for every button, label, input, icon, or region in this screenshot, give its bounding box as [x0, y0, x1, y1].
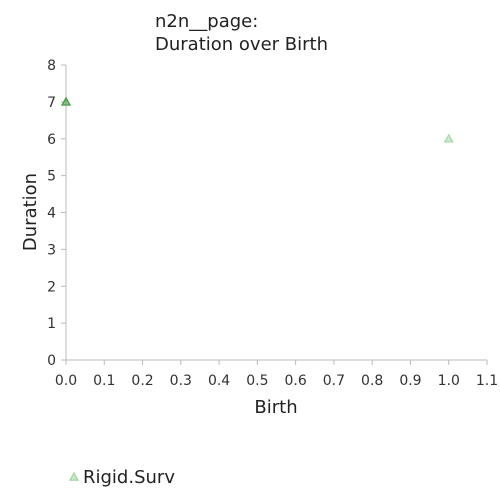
data-points [60, 96, 454, 143]
data-point-triangle [443, 133, 454, 143]
x-axis-label: Birth [254, 397, 297, 418]
x-tick-label: 0.4 [208, 373, 230, 389]
chart-title-line-1: n2n__page: [155, 11, 258, 32]
y-tick-label: 5 [47, 169, 56, 185]
x-tick-label: 1.0 [438, 373, 460, 389]
data-point-triangle [60, 96, 72, 106]
y-tick-label: 4 [47, 206, 56, 222]
y-tick-label: 2 [47, 279, 56, 295]
x-tick-label: 0.2 [131, 373, 153, 389]
y-tick-label: 3 [47, 242, 56, 258]
x-axis-ticks: 0.0 0.1 0.2 0.3 0.4 0.5 0.6 0.7 0.8 0.9 1.0 1.1 [55, 360, 498, 389]
x-tick-label: 0.6 [285, 373, 307, 389]
x-tick-label: 0.7 [323, 373, 345, 389]
x-tick-label: 0.8 [361, 373, 383, 389]
y-axis-label: Duration [20, 173, 41, 251]
legend: Rigid.Surv [68, 467, 175, 488]
x-tick-label: 0.3 [170, 373, 192, 389]
y-tick-label: 7 [47, 95, 56, 111]
chart-title-line-2: Duration over Birth [155, 34, 328, 55]
y-tick-label: 8 [47, 58, 56, 74]
legend-marker-triangle-icon [68, 471, 80, 481]
y-tick-label: 6 [47, 132, 56, 148]
y-axis-ticks: 0 1 2 3 4 5 6 7 8 [47, 58, 66, 369]
x-tick-label: 0.9 [399, 373, 421, 389]
x-tick-label: 1.1 [476, 373, 498, 389]
x-tick-label: 0.5 [246, 373, 268, 389]
x-tick-label: 0.1 [93, 373, 115, 389]
legend-label: Rigid.Surv [83, 467, 175, 488]
axes [65, 65, 487, 361]
y-tick-label: 0 [47, 353, 56, 369]
y-tick-label: 1 [47, 316, 56, 332]
x-tick-label: 0.0 [55, 373, 77, 389]
